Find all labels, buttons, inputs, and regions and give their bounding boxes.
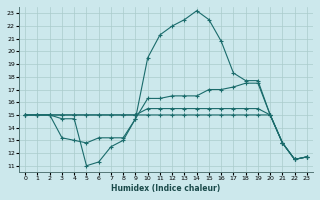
- X-axis label: Humidex (Indice chaleur): Humidex (Indice chaleur): [111, 184, 221, 193]
